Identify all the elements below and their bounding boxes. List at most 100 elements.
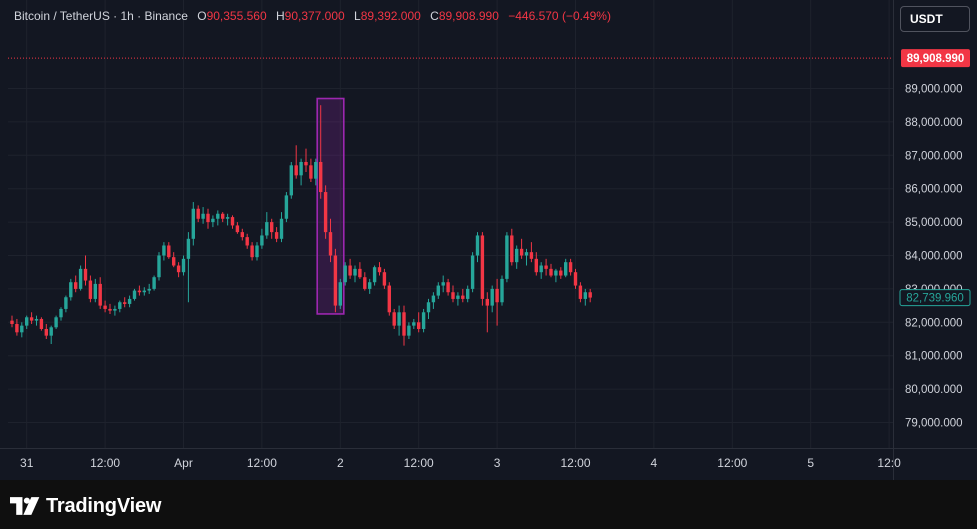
candle-down[interactable]	[304, 148, 308, 172]
candle-up[interactable]	[539, 262, 543, 279]
candle-up[interactable]	[186, 232, 191, 303]
candle-down[interactable]	[568, 258, 573, 276]
candle-down[interactable]	[387, 282, 391, 316]
candle-up[interactable]	[113, 305, 117, 316]
candle-up[interactable]	[49, 325, 53, 345]
candle-down[interactable]	[534, 252, 538, 276]
candle-up[interactable]	[284, 192, 289, 223]
candle-down[interactable]	[167, 242, 171, 259]
candle-up[interactable]	[299, 158, 303, 186]
candle-down[interactable]	[323, 185, 328, 239]
candle-down[interactable]	[245, 233, 249, 249]
candle-up[interactable]	[583, 288, 587, 306]
candle-down[interactable]	[108, 303, 112, 314]
candle-down[interactable]	[328, 218, 333, 263]
candle-down[interactable]	[544, 258, 548, 276]
candle-up[interactable]	[456, 292, 460, 306]
candle-down[interactable]	[240, 228, 244, 241]
candle-up[interactable]	[225, 213, 230, 226]
candle-down[interactable]	[250, 242, 254, 261]
candle-up[interactable]	[152, 275, 156, 291]
candle-up[interactable]	[397, 305, 401, 336]
candle-up[interactable]	[255, 242, 259, 261]
candle-up[interactable]	[260, 228, 264, 249]
candle-up[interactable]	[69, 278, 73, 301]
candle-up[interactable]	[64, 295, 68, 313]
candle-down[interactable]	[39, 317, 44, 331]
candle-down[interactable]	[10, 315, 14, 328]
candle-down[interactable]	[196, 205, 200, 223]
candle-down[interactable]	[235, 222, 240, 234]
candle-down[interactable]	[98, 277, 102, 309]
candle-up[interactable]	[407, 322, 411, 339]
candle-down[interactable]	[358, 262, 362, 279]
candle-down[interactable]	[549, 263, 553, 278]
candle-down[interactable]	[480, 232, 485, 306]
candle-down[interactable]	[392, 308, 396, 329]
candle-up[interactable]	[524, 248, 529, 266]
price-axis[interactable]: 89,000.000 88,000.000 87,000.000 86,000.000…	[905, 84, 963, 430]
candle-down[interactable]	[363, 272, 367, 291]
candle-up[interactable]	[25, 315, 29, 329]
candle-up[interactable]	[20, 322, 24, 338]
candle-up[interactable]	[412, 318, 416, 329]
candle-down[interactable]	[559, 267, 563, 279]
candle-down[interactable]	[446, 278, 450, 296]
candle-up[interactable]	[127, 295, 132, 308]
candle-up[interactable]	[54, 315, 58, 329]
candle-up[interactable]	[426, 298, 431, 319]
candle-up[interactable]	[515, 245, 519, 269]
candle-down[interactable]	[451, 285, 455, 303]
candle-down[interactable]	[176, 262, 181, 278]
candle-up[interactable]	[132, 288, 137, 301]
candle-down[interactable]	[417, 312, 421, 333]
candle-down[interactable]	[333, 248, 338, 313]
candle-down[interactable]	[88, 275, 93, 303]
symbol-title[interactable]: Bitcoin / TetherUS · 1h · Binance	[14, 9, 188, 23]
candle-up[interactable]	[142, 287, 146, 296]
candle-down[interactable]	[519, 238, 524, 259]
candle-down[interactable]	[206, 208, 210, 229]
tradingview-logo[interactable]: TradingView	[10, 495, 161, 517]
candle-up[interactable]	[564, 258, 568, 278]
highlight-rectangle[interactable]	[316, 97, 345, 315]
candle-down[interactable]	[29, 312, 34, 324]
candle-down[interactable]	[377, 262, 382, 276]
candle-up[interactable]	[421, 308, 426, 333]
currency-button[interactable]: USDT	[900, 6, 970, 32]
candle-down[interactable]	[221, 212, 225, 223]
candle-up[interactable]	[118, 300, 122, 313]
candle-up[interactable]	[343, 262, 347, 286]
candle-down[interactable]	[529, 242, 534, 263]
candle-up[interactable]	[157, 252, 161, 281]
candle-up[interactable]	[368, 278, 372, 294]
candle-down[interactable]	[382, 268, 387, 289]
candle-up[interactable]	[211, 215, 215, 228]
candle-down[interactable]	[172, 252, 176, 268]
candle-down[interactable]	[578, 282, 583, 303]
candle-down[interactable]	[573, 268, 578, 289]
candle-down[interactable]	[461, 288, 465, 303]
candle-up[interactable]	[466, 285, 470, 303]
candle-up[interactable]	[279, 212, 284, 243]
candle-down[interactable]	[294, 145, 298, 179]
candle-up[interactable]	[431, 292, 436, 309]
candle-down[interactable]	[309, 158, 313, 183]
candle-down[interactable]	[319, 105, 323, 199]
candle-up[interactable]	[372, 265, 377, 286]
candle-up[interactable]	[162, 242, 166, 261]
candle-down[interactable]	[74, 275, 78, 293]
candle-up[interactable]	[147, 283, 151, 294]
candle-up[interactable]	[201, 207, 205, 224]
candle-down[interactable]	[44, 323, 48, 339]
candle-up[interactable]	[436, 282, 440, 299]
candle-down[interactable]	[510, 228, 514, 266]
candle-up[interactable]	[181, 255, 186, 276]
candle-down[interactable]	[402, 305, 406, 346]
candle-up[interactable]	[314, 158, 318, 186]
candle-up[interactable]	[470, 252, 475, 293]
candle-up[interactable]	[191, 202, 195, 246]
candle-up[interactable]	[500, 275, 504, 306]
candle-up[interactable]	[78, 265, 83, 291]
